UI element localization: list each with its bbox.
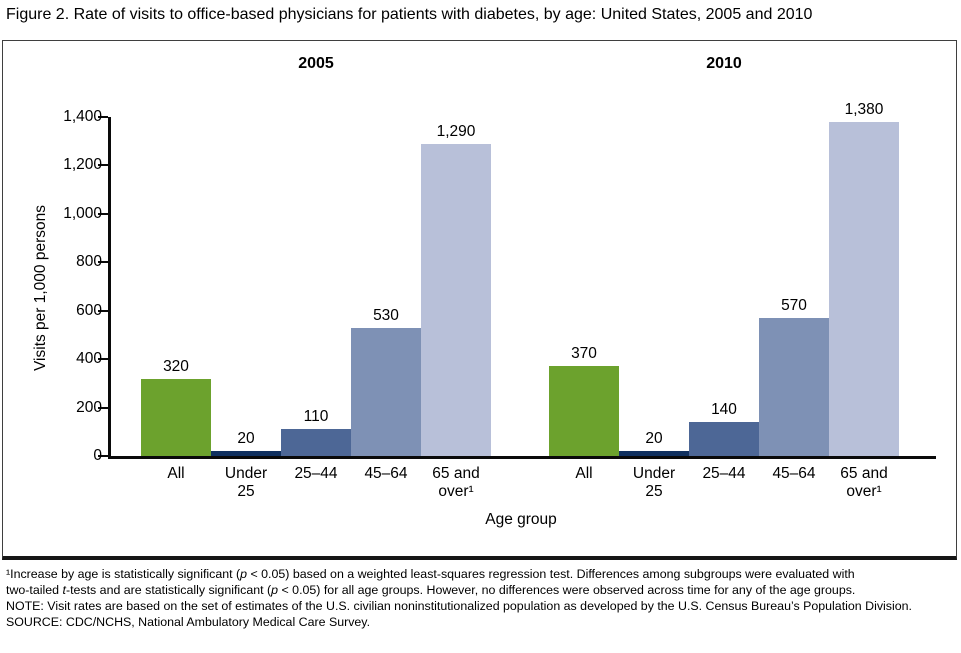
footnote-text: t: [62, 583, 66, 597]
bar-2010-Under 25: [619, 451, 689, 456]
x-category-label-line: 65 and: [840, 465, 888, 482]
bar-value-label: 1,380: [844, 100, 884, 118]
footnote-text: NOTE: Visit rates are based on the set o…: [6, 599, 912, 613]
y-tick-mark: [98, 261, 108, 264]
footnotes: ¹Increase by age is statistically signif…: [6, 566, 912, 630]
footnote-text: ¹Increase by age is statistically signif…: [6, 567, 241, 581]
bar-value-label: 530: [373, 306, 399, 324]
figure-title: Figure 2. Rate of visits to office-based…: [6, 6, 813, 23]
y-tick-mark: [98, 358, 108, 361]
bar-value-label: 570: [781, 296, 807, 314]
y-tick-label: 400: [76, 350, 102, 368]
x-category-label-line: All: [575, 465, 593, 482]
x-category-label-line: over¹: [846, 483, 882, 500]
x-category-label-line: 45–64: [364, 465, 408, 482]
x-category-label: 65 and over¹: [814, 465, 914, 501]
bar-value-label: 320: [163, 357, 189, 375]
y-tick-label: 600: [76, 301, 102, 319]
group-label-2005: 2005: [298, 55, 334, 72]
footnote-text: < 0.05) based on a weighted least-square…: [247, 567, 855, 581]
bar-value-label: 20: [645, 430, 663, 448]
footnote-text: -tests and are statistically significant…: [65, 583, 272, 597]
y-tick-label: 1,400: [63, 108, 102, 125]
y-axis-title: Visits per 1,000 persons: [32, 204, 49, 372]
y-axis-line: [108, 117, 111, 459]
bar-value-label: 20: [237, 430, 255, 448]
x-axis-title: Age group: [485, 511, 557, 528]
x-category-label-line: 45–64: [772, 465, 816, 482]
bar-2010-All: [549, 366, 619, 456]
x-category-label: 25–44: [674, 465, 774, 483]
bar-2010-45–64: [759, 317, 829, 456]
x-category-label-line: 25: [645, 483, 663, 500]
y-tick-mark: [98, 212, 108, 215]
x-category-label-line: All: [167, 465, 185, 482]
x-category-label-line: 65 and: [432, 465, 480, 482]
footnote-line: NOTE: Visit rates are based on the set o…: [6, 598, 912, 614]
y-tick-label: 1,000: [63, 204, 102, 222]
x-category-label: 65 and over¹: [406, 465, 506, 501]
x-category-label-line: Under: [224, 465, 268, 482]
x-category-label-line: over¹: [438, 483, 474, 500]
bar-2010-65 and over¹: [829, 121, 899, 456]
bar-value-label: 1,290: [436, 122, 476, 140]
x-category-label: All: [534, 465, 634, 483]
x-category-label: 25–44: [266, 465, 366, 483]
x-category-label: Under 25: [604, 465, 704, 501]
x-category-label: All: [126, 465, 226, 483]
footnote-text: p: [271, 583, 279, 597]
x-category-label-line: Under: [632, 465, 676, 482]
x-category-label-line: 25–44: [702, 465, 746, 482]
y-tick-mark: [98, 116, 108, 118]
bar-value-label: 370: [571, 345, 597, 363]
y-tick-mark: [98, 455, 108, 457]
footnote-text: < 0.05) for all age groups. However, no …: [278, 583, 856, 597]
bar-2005-65 and over¹: [421, 143, 491, 456]
x-category-label: 45–64: [336, 465, 436, 483]
y-tick-mark: [98, 164, 108, 167]
footnote-text: two-tailed: [6, 583, 63, 597]
x-category-label-line: 25: [237, 483, 255, 500]
footnote-line: two-tailed t-tests and are statistically…: [6, 582, 912, 598]
bar-2005-All: [141, 378, 211, 456]
bar-2005-25–44: [281, 429, 351, 456]
bar-value-label: 110: [303, 408, 329, 426]
group-label-2010: 2010: [706, 55, 742, 72]
y-tick-label: 800: [76, 253, 102, 271]
footnote-text: p: [240, 567, 248, 581]
bar-value-label: 140: [711, 401, 737, 419]
bar-2005-Under 25: [211, 451, 281, 456]
x-category-label: Under 25: [196, 465, 296, 501]
x-category-label: 45–64: [744, 465, 844, 483]
y-tick-label: 200: [76, 398, 102, 416]
footnote-text: SOURCE: CDC/NCHS, National Ambulatory Me…: [6, 615, 371, 629]
bar-2005-45–64: [351, 327, 421, 456]
y-tick-mark: [98, 309, 108, 312]
y-tick-label: 1,200: [63, 156, 102, 174]
footnote-line: SOURCE: CDC/NCHS, National Ambulatory Me…: [6, 614, 912, 630]
bar-2010-25–44: [689, 422, 759, 456]
x-axis-line: [108, 456, 936, 459]
y-tick-label: 0: [93, 447, 102, 464]
footnote-line: ¹Increase by age is statistically signif…: [6, 566, 912, 582]
y-tick-mark: [98, 406, 108, 409]
x-category-label-line: 25–44: [294, 465, 338, 482]
